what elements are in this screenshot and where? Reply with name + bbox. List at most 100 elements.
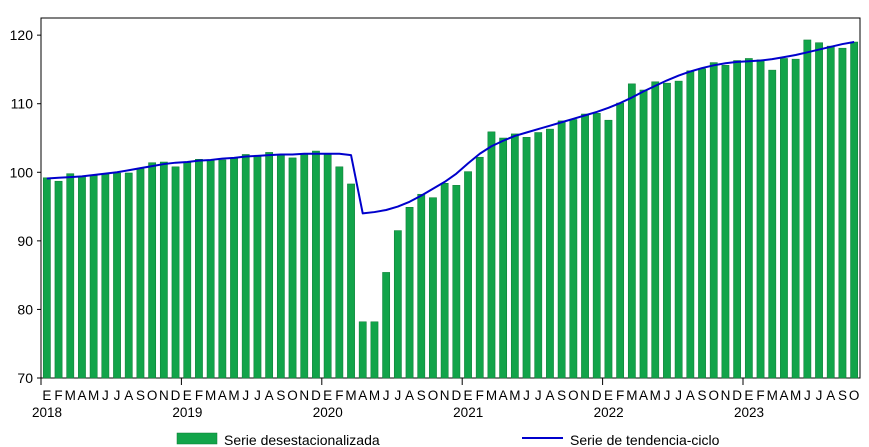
x-year-label: 2023 — [734, 405, 764, 420]
x-month-label: A — [779, 388, 788, 403]
bar — [803, 39, 812, 379]
bar — [756, 59, 765, 379]
bar — [674, 80, 683, 379]
bar — [686, 70, 695, 379]
x-month-label: S — [557, 388, 566, 403]
plot-frame — [40, 17, 861, 379]
x-month-label: J — [254, 388, 261, 403]
bar — [66, 173, 75, 379]
x-month-label: S — [276, 388, 285, 403]
y-tick-label: 70 — [17, 370, 33, 386]
x-year-label: 2021 — [453, 405, 483, 420]
bar — [499, 137, 508, 379]
bar — [546, 128, 554, 379]
x-month-label: F — [195, 388, 203, 403]
bar — [838, 47, 847, 379]
bar — [815, 42, 823, 379]
bar — [265, 152, 274, 379]
x-month-label: A — [265, 388, 274, 403]
x-month-label: A — [218, 388, 227, 403]
bar — [347, 183, 355, 379]
x-month-label: F — [616, 388, 624, 403]
x-month-label: A — [405, 388, 414, 403]
y-axis: 70 80 90 100 110 120 — [10, 27, 41, 386]
x-month-label: A — [545, 388, 554, 403]
bar — [358, 321, 367, 379]
bar — [721, 65, 730, 379]
trend-line — [46, 41, 855, 215]
bar — [393, 230, 402, 379]
bar — [826, 45, 835, 379]
x-month-label: J — [664, 388, 671, 403]
x-month-label: S — [838, 388, 847, 403]
x-month-label: J — [804, 388, 811, 403]
bar — [183, 162, 192, 379]
y-tick-label: 100 — [10, 164, 34, 180]
bar — [206, 160, 215, 379]
bar — [663, 82, 671, 379]
bar — [733, 60, 742, 379]
bar — [791, 58, 800, 379]
bar — [604, 119, 613, 379]
bar — [569, 119, 578, 379]
bar — [148, 162, 157, 379]
bar — [171, 166, 180, 379]
x-month-label: M — [790, 388, 801, 403]
x-month-label: M — [626, 388, 637, 403]
x-month-label: E — [464, 388, 473, 403]
legend: Serie desestacionalizada Serie de tenden… — [176, 432, 720, 447]
bar — [159, 161, 168, 379]
bar — [475, 156, 484, 379]
x-month-label: M — [369, 388, 380, 403]
legend-bar-label: Serie desestacionalizada — [224, 432, 380, 447]
x-month-label: J — [394, 388, 401, 403]
bar — [780, 58, 788, 379]
bar — [124, 172, 133, 379]
bar — [440, 183, 449, 379]
bar — [89, 175, 98, 379]
bar — [370, 321, 379, 379]
x-month-label: D — [311, 388, 321, 403]
bar — [218, 159, 227, 379]
bar — [534, 132, 543, 379]
x-month-label: M — [345, 388, 356, 403]
x-month-label: E — [323, 388, 332, 403]
x-month-label: J — [102, 388, 109, 403]
x-month-label: O — [287, 388, 298, 403]
x-month-label: J — [242, 388, 249, 403]
bar — [768, 69, 777, 379]
x-month-label: M — [509, 388, 520, 403]
bar — [850, 41, 859, 379]
x-month-label: O — [568, 388, 579, 403]
x-month-label: J — [114, 388, 121, 403]
y-tick-label: 120 — [10, 27, 34, 43]
bar — [592, 113, 601, 379]
bar — [487, 131, 496, 379]
x-month-label: F — [335, 388, 343, 403]
x-month-label: E — [183, 388, 192, 403]
bar — [195, 159, 203, 379]
x-month-label: A — [77, 388, 86, 403]
x-month-label: N — [159, 388, 169, 403]
x-month-label: O — [428, 388, 439, 403]
bar — [276, 154, 285, 379]
bar — [616, 102, 625, 379]
x-month-label: A — [358, 388, 367, 403]
bar — [557, 120, 566, 379]
x-month-label: O — [849, 388, 860, 403]
x-month-label: F — [756, 388, 764, 403]
bar — [42, 177, 51, 379]
bar — [464, 171, 472, 379]
bar — [335, 166, 344, 379]
bar — [382, 272, 391, 379]
bar — [230, 157, 238, 379]
x-month-label: O — [147, 388, 158, 403]
bar — [241, 154, 250, 379]
x-month-label: E — [744, 388, 753, 403]
y-tick-label: 110 — [11, 96, 34, 112]
x-month-label: A — [124, 388, 133, 403]
bar — [113, 172, 121, 379]
bar — [54, 180, 63, 379]
x-month-label: M — [486, 388, 497, 403]
